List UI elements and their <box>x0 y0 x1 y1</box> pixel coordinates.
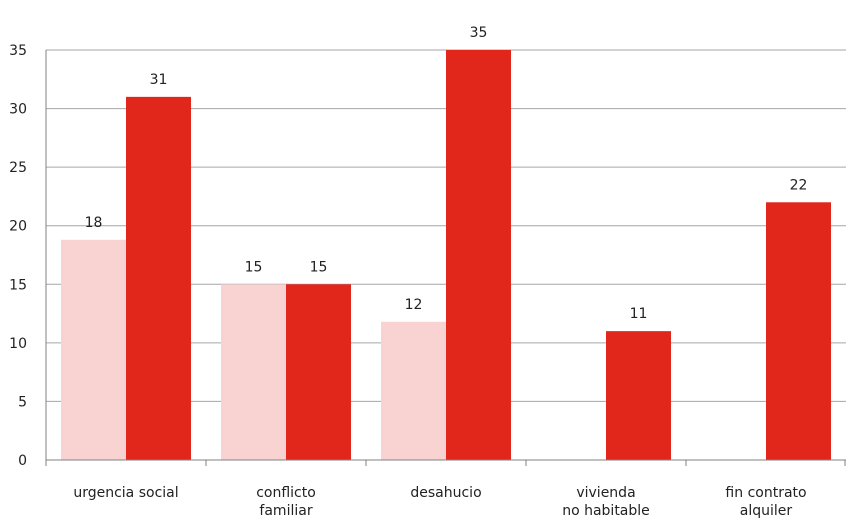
y-tick-label: 30 <box>9 102 27 118</box>
x-category-label: urgencia social <box>73 485 178 501</box>
bar <box>381 321 446 460</box>
bar-value-label: 22 <box>790 177 808 193</box>
x-category-label: vivienda no habitable <box>562 485 650 518</box>
bar <box>606 331 671 460</box>
bars <box>61 50 831 461</box>
y-tick-label: 25 <box>9 160 27 176</box>
data-labels: 18 31 15 15 12 35 11 22 <box>85 25 808 322</box>
bar-value-label: 11 <box>630 306 648 322</box>
y-tick-label: 35 <box>9 43 27 59</box>
y-tick-label: 5 <box>18 394 27 410</box>
axes: 0 5 10 15 20 25 30 35 urgencia social conflicto fa… <box>9 43 846 518</box>
bar-value-label: 15 <box>245 259 263 275</box>
bar <box>446 50 511 460</box>
bar <box>766 202 831 461</box>
x-category-label: desahucio <box>410 485 481 501</box>
bar-value-label: 35 <box>470 25 488 41</box>
bar <box>61 239 126 460</box>
bar-value-label: 31 <box>150 72 168 88</box>
bar-value-label: 15 <box>310 259 328 275</box>
x-category-label: fin contrato alquiler <box>725 485 806 518</box>
x-category-label: conflicto familiar <box>256 485 316 518</box>
y-tick-label: 15 <box>9 277 27 293</box>
bar <box>221 284 286 460</box>
bar <box>286 284 351 460</box>
bar-value-label: 12 <box>405 297 423 313</box>
y-tick-label: 20 <box>9 219 27 235</box>
y-tick-label: 10 <box>9 336 27 352</box>
bar-value-label: 18 <box>85 215 103 231</box>
y-tick-label: 0 <box>18 453 27 469</box>
bar <box>126 96 191 460</box>
